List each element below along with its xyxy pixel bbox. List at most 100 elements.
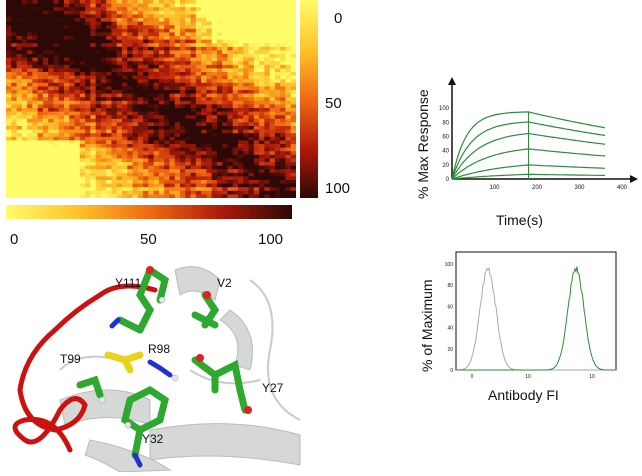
heatmap-cell	[169, 93, 176, 98]
heatmap-cell	[238, 18, 244, 23]
heatmap-cell	[232, 129, 239, 134]
heatmap-cell	[132, 104, 139, 109]
heatmap-cell	[290, 25, 296, 30]
heatmap-cell	[216, 46, 223, 51]
heatmap-cell	[232, 118, 239, 123]
heatmap-cell	[53, 36, 60, 41]
heatmap-cell	[16, 183, 23, 188]
heatmap-cell	[164, 18, 170, 23]
heatmap-cell	[111, 28, 118, 33]
heatmap-cell	[106, 133, 112, 138]
heatmap-cell	[290, 21, 296, 26]
heatmap-cell	[53, 86, 60, 91]
heatmap-cell	[69, 158, 76, 163]
heatmap-cell	[100, 86, 107, 91]
heatmap-cell	[58, 54, 65, 59]
heatmap-cell	[16, 46, 23, 51]
heatmap-cell	[132, 194, 139, 198]
heatmap-cell	[259, 21, 265, 26]
heatmap-cell	[153, 129, 160, 134]
heatmap-cell	[6, 136, 12, 141]
kinetics-x-tick: 300	[574, 185, 585, 191]
heatmap-cell	[259, 133, 265, 138]
heatmap-cell	[259, 118, 265, 123]
heatmap-cell	[48, 187, 54, 192]
heatmap-cell	[64, 118, 70, 123]
heatmap-cell	[85, 144, 91, 149]
heatmap-cell	[137, 144, 144, 149]
heatmap-cell	[143, 61, 149, 66]
heatmap-cell	[285, 104, 292, 109]
heatmap-cell	[227, 75, 234, 80]
heatmap-cell	[216, 90, 223, 95]
heatmap-cell	[201, 50, 207, 55]
heatmap-cell	[132, 133, 139, 138]
heatmap-cell	[238, 7, 244, 12]
heatmap-cell	[53, 140, 60, 145]
heatmap-cell	[116, 7, 123, 12]
heatmap-cell	[79, 183, 86, 188]
heatmap-cell	[137, 176, 144, 181]
heatmap-cell	[11, 72, 18, 77]
heatmap-cell	[248, 86, 255, 91]
heatmap-cell	[106, 172, 112, 177]
heatmap-cell	[206, 64, 213, 69]
heatmap-cell	[6, 93, 12, 98]
heatmap-cell	[11, 7, 18, 12]
heatmap-cell	[158, 25, 165, 30]
heatmap-cell	[174, 136, 181, 141]
heatmap-cell	[222, 104, 228, 109]
heatmap-cell	[248, 93, 255, 98]
heatmap-cell	[85, 75, 91, 80]
heatmap-cell	[185, 82, 192, 87]
heatmap-cell	[274, 43, 281, 48]
heatmap-cell	[227, 108, 234, 113]
heatmap-cell	[206, 104, 213, 109]
heatmap-cell	[243, 180, 250, 185]
heatmap-cell	[32, 172, 39, 177]
heatmap-cell	[85, 154, 91, 159]
heatmap-cell	[216, 75, 223, 80]
heatmap-cell	[180, 72, 186, 77]
heatmap-cell	[42, 172, 49, 177]
heatmap-cell	[37, 18, 44, 23]
heatmap-cell	[122, 64, 128, 69]
heatmap-cell	[69, 154, 76, 159]
heatmap-cell	[248, 183, 255, 188]
heatmap-cell	[195, 162, 202, 167]
heatmap-cell	[48, 61, 54, 66]
heatmap-cell	[201, 39, 207, 44]
heatmap-cell	[232, 75, 239, 80]
heatmap-cell	[264, 129, 271, 134]
heatmap-cell	[216, 126, 223, 131]
heatmap-cell	[127, 108, 134, 113]
heatmap-cell	[111, 187, 118, 192]
heatmap-cell	[64, 136, 70, 141]
heatmap-cell	[216, 122, 223, 127]
heatmap-cell	[111, 79, 118, 84]
heatmap-cell	[148, 39, 155, 44]
heatmap-cell	[222, 158, 228, 163]
heatmap-cell	[180, 7, 186, 12]
heatmap-cell	[42, 90, 49, 95]
heatmap-cell	[243, 68, 250, 73]
heatmap-cell	[48, 43, 54, 48]
heatmap-cell	[137, 68, 144, 73]
heatmap-cell	[21, 151, 28, 156]
heatmap-cell	[185, 133, 192, 138]
heatmap-cell	[185, 115, 192, 120]
heatmap-cell	[238, 79, 244, 84]
heatmap-cell	[53, 64, 60, 69]
heatmap-cell	[290, 169, 296, 174]
heatmap-cell	[27, 144, 33, 149]
heatmap-cell	[169, 39, 176, 44]
heatmap-cell	[6, 57, 12, 62]
heatmap-cell	[243, 50, 250, 55]
heatmap-cell	[169, 3, 176, 8]
heatmap-cell	[264, 158, 271, 163]
heatmap-cell	[53, 32, 60, 37]
heatmap-cell	[290, 118, 296, 123]
heatmap-cell	[90, 75, 97, 80]
heatmap-cell	[227, 90, 234, 95]
heatmap-cell	[269, 151, 276, 156]
